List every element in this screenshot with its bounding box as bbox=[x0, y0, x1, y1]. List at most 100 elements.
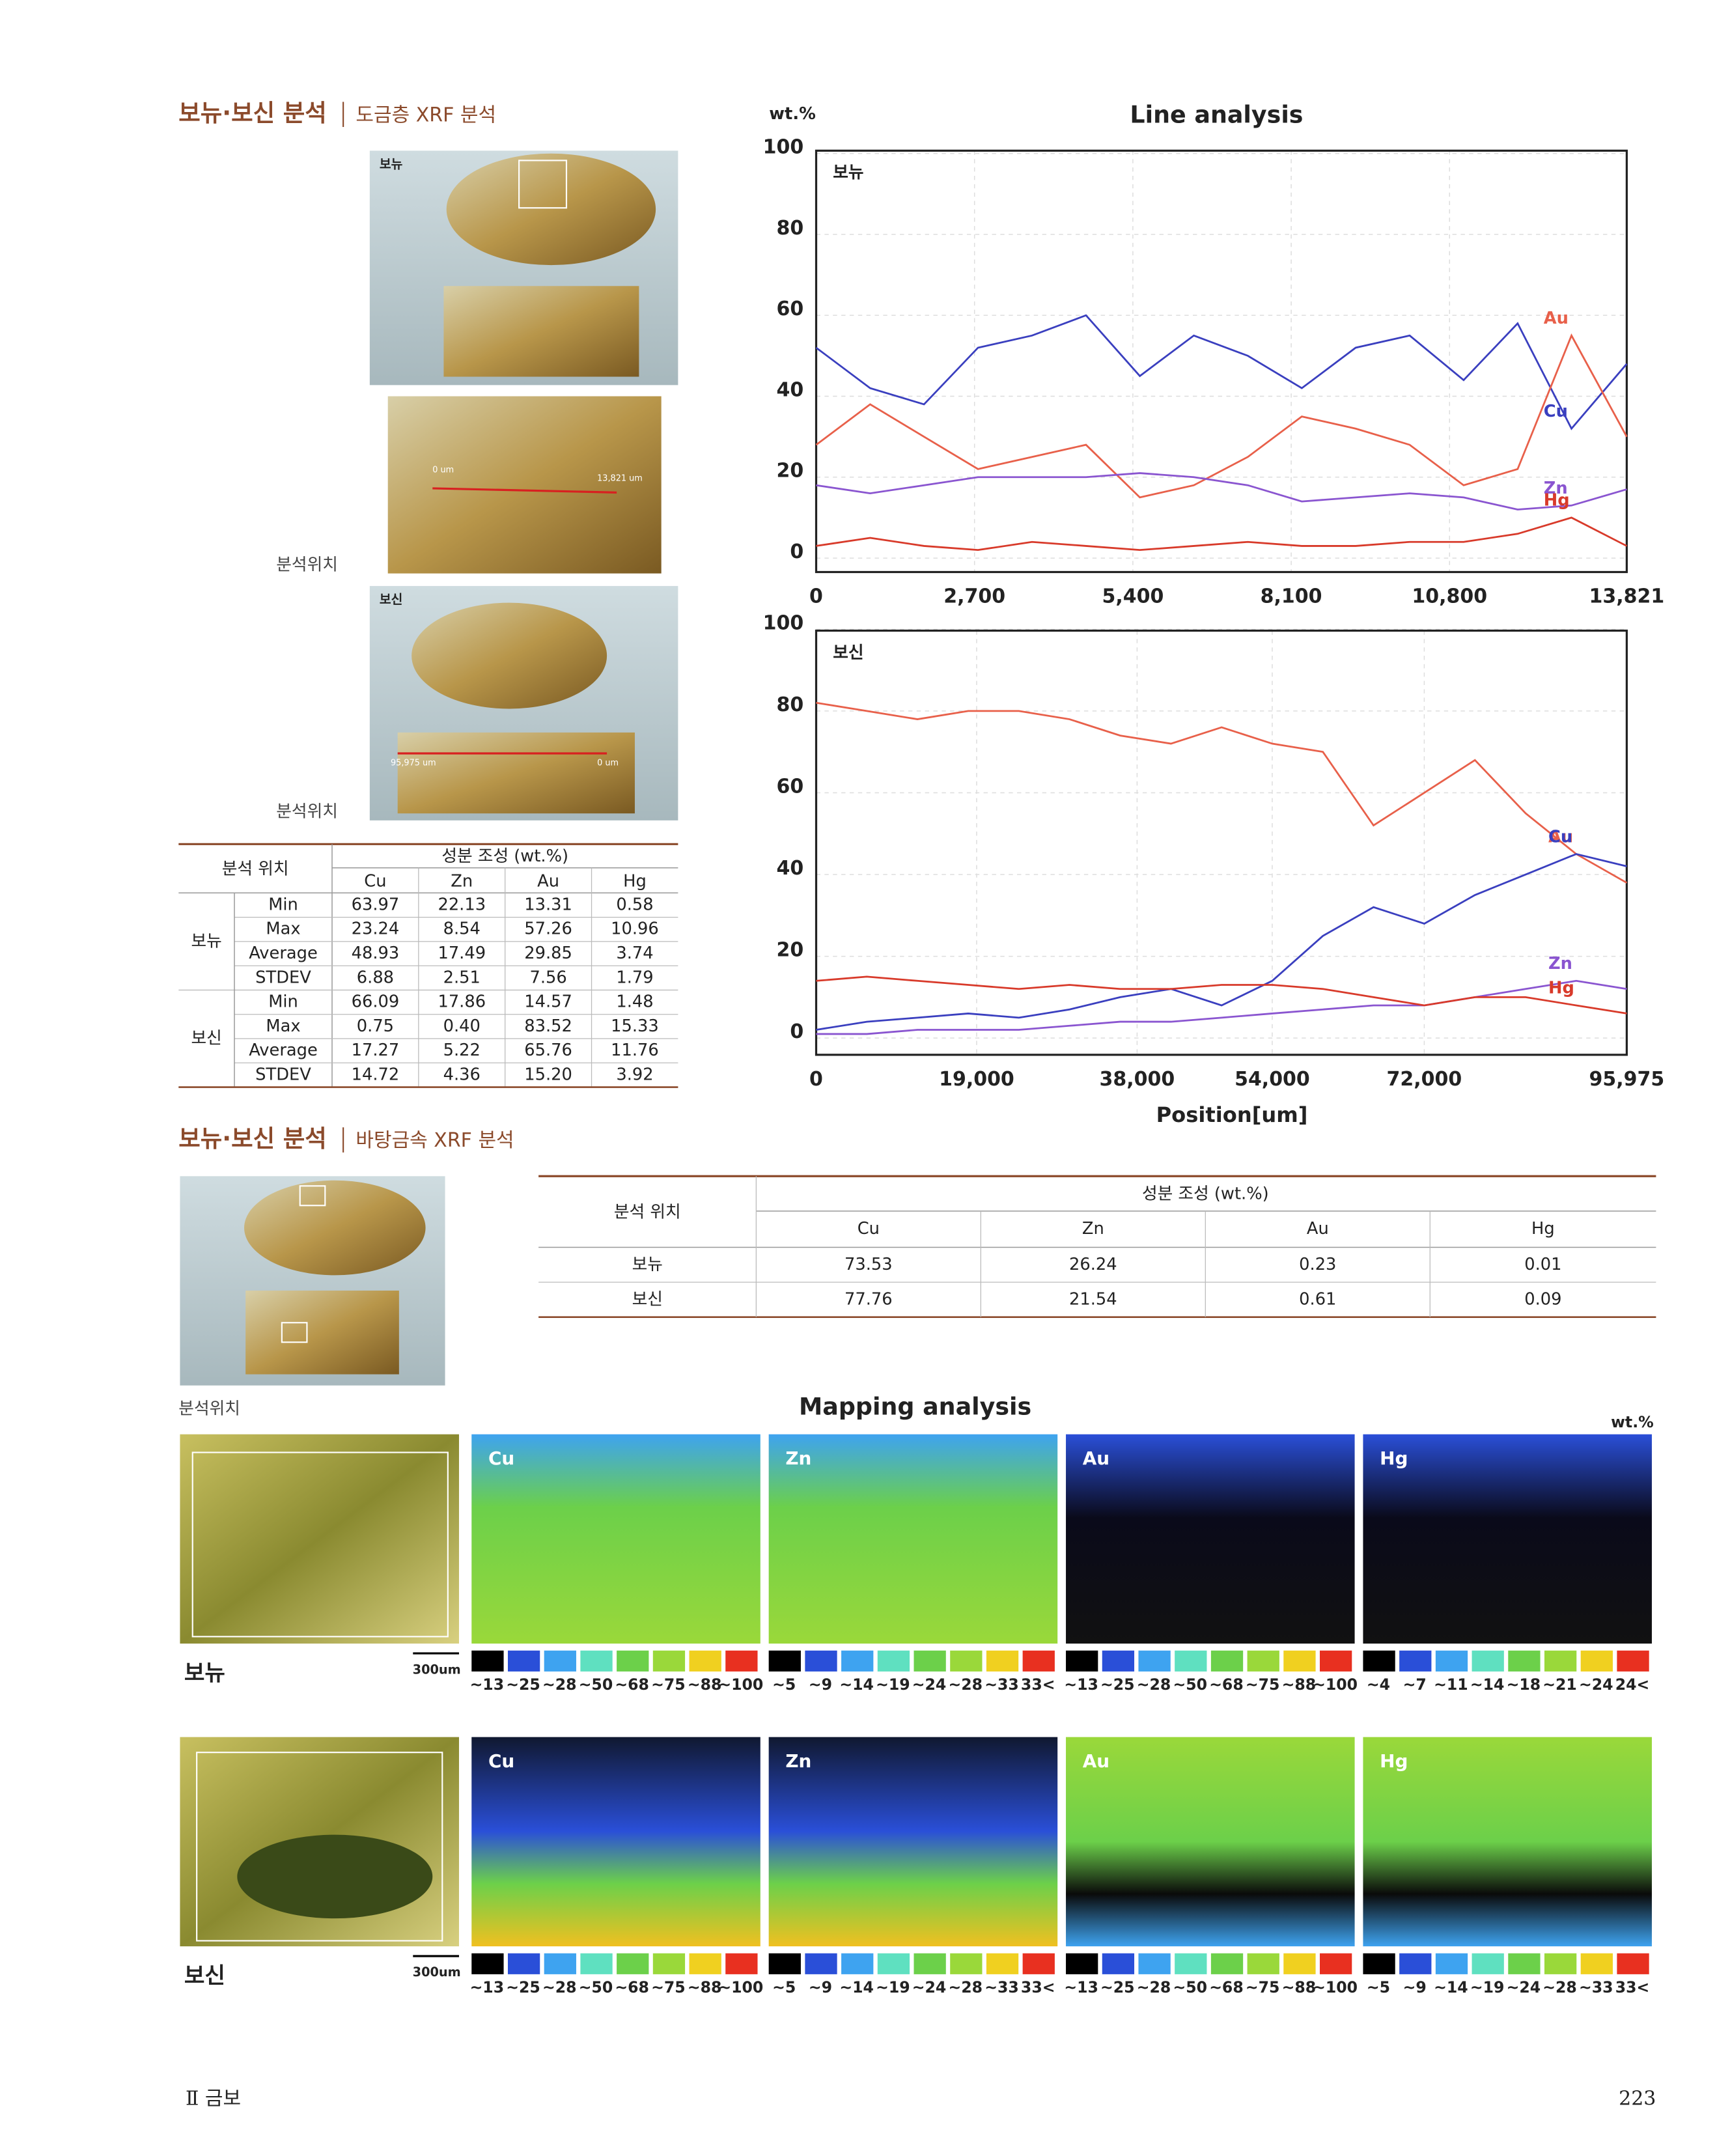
color-swatch bbox=[725, 1953, 758, 1974]
micrograph bbox=[180, 1434, 459, 1644]
color-swatch bbox=[1175, 1650, 1207, 1672]
table-cell: 17.27 bbox=[352, 1041, 400, 1060]
color-swatch bbox=[1066, 1953, 1098, 1974]
x-tick-label: 10,800 bbox=[1412, 585, 1487, 608]
y-tick-label: 100 bbox=[763, 136, 804, 159]
table-cell: 17.49 bbox=[438, 944, 486, 963]
color-swatch bbox=[652, 1953, 686, 1974]
color-swatch bbox=[986, 1953, 1019, 1974]
position-label: 분석위치 bbox=[276, 555, 338, 574]
color-swatch bbox=[877, 1650, 910, 1672]
table-header: Au bbox=[537, 872, 559, 891]
color-swatch bbox=[580, 1650, 613, 1672]
color-swatch bbox=[805, 1953, 837, 1974]
element-map bbox=[768, 1434, 1058, 1644]
chart-title: Line analysis bbox=[1130, 100, 1303, 128]
color-swatch bbox=[950, 1953, 983, 1974]
color-swatch bbox=[1066, 1650, 1098, 1672]
color-scale-label: ~100 bbox=[1313, 1675, 1358, 1694]
x-tick-label: 8,100 bbox=[1261, 585, 1322, 608]
color-scale-label: ~28 bbox=[949, 1978, 983, 1996]
color-swatch bbox=[768, 1650, 801, 1672]
section-title: 보뉴·보신 분석 bbox=[178, 99, 326, 127]
color-swatch bbox=[652, 1650, 686, 1672]
table-cell: 1.79 bbox=[616, 968, 653, 987]
color-swatch bbox=[1580, 1953, 1613, 1974]
color-scale-label: ~68 bbox=[615, 1978, 649, 1996]
color-scale-label: 33< bbox=[1021, 1978, 1055, 1996]
color-swatch bbox=[617, 1650, 649, 1672]
table-cell: 83.52 bbox=[524, 1016, 572, 1036]
color-swatch bbox=[1210, 1953, 1244, 1974]
color-swatch bbox=[1247, 1650, 1279, 1672]
color-scale-label: ~24 bbox=[1507, 1978, 1541, 1996]
color-swatch bbox=[1175, 1953, 1207, 1974]
series-label: Zn bbox=[1544, 479, 1568, 498]
element-map bbox=[1363, 1737, 1652, 1947]
table-cell: 17.86 bbox=[438, 992, 486, 1012]
table-cell: 10.96 bbox=[611, 919, 659, 939]
x-tick-label: 95,975 bbox=[1589, 1068, 1665, 1091]
section-title: 보뉴·보신 분석 bbox=[178, 1125, 326, 1153]
y-tick-label: 0 bbox=[790, 540, 803, 563]
color-swatch bbox=[617, 1953, 649, 1974]
color-scale-label: ~28 bbox=[1137, 1978, 1171, 1996]
table-header: Hg bbox=[1531, 1219, 1555, 1239]
color-swatch bbox=[1320, 1953, 1352, 1974]
x-axis-label: Position[um] bbox=[1156, 1102, 1308, 1127]
x-tick-label: 0 bbox=[809, 585, 823, 608]
table-cell: 29.85 bbox=[524, 944, 572, 963]
table-cell: 13.31 bbox=[524, 895, 572, 914]
table-cell: Max bbox=[266, 1016, 300, 1036]
color-scale-label: ~25 bbox=[506, 1675, 540, 1694]
color-scale-label: ~5 bbox=[1367, 1978, 1390, 1996]
color-swatch bbox=[1283, 1953, 1316, 1974]
color-scale-label: ~50 bbox=[1173, 1675, 1207, 1694]
table-cell: 0.61 bbox=[1299, 1289, 1336, 1309]
table-cell: 14.72 bbox=[352, 1065, 400, 1084]
color-swatch bbox=[544, 1953, 576, 1974]
color-swatch bbox=[914, 1650, 946, 1672]
table-cell: 0.40 bbox=[443, 1016, 481, 1036]
element-map bbox=[768, 1737, 1058, 1947]
color-swatch bbox=[986, 1650, 1019, 1672]
color-scale-label: ~19 bbox=[876, 1978, 910, 1996]
color-scale-label: ~24 bbox=[1579, 1675, 1613, 1694]
color-scale-label: ~13 bbox=[470, 1978, 505, 1996]
data-line bbox=[816, 516, 1628, 552]
table-cell: 7.56 bbox=[529, 968, 566, 987]
color-scale-label: 24< bbox=[1615, 1675, 1650, 1694]
map-element-label: Hg bbox=[1380, 1448, 1408, 1469]
color-scale-label: ~25 bbox=[506, 1978, 540, 1996]
table-cell: 보신 bbox=[191, 1029, 222, 1048]
color-swatch bbox=[1544, 1650, 1577, 1672]
x-tick-label: 19,000 bbox=[939, 1068, 1014, 1091]
color-swatch bbox=[1617, 1650, 1649, 1672]
table-header: Zn bbox=[1082, 1219, 1104, 1239]
color-swatch bbox=[689, 1953, 721, 1974]
series-label: Cu bbox=[1548, 827, 1572, 847]
element-map bbox=[1363, 1434, 1652, 1644]
y-tick-label: 80 bbox=[776, 693, 803, 716]
table-cell: 23.24 bbox=[352, 919, 400, 939]
table-cell: STDEV bbox=[255, 1065, 311, 1084]
color-scale-label: ~88 bbox=[688, 1978, 722, 1996]
color-swatch bbox=[1022, 1650, 1055, 1672]
photo-label: 보뉴 bbox=[380, 156, 403, 171]
color-scale-label: ~28 bbox=[1137, 1675, 1171, 1694]
photo-annotation: 0 um bbox=[432, 466, 454, 475]
color-swatch bbox=[544, 1650, 576, 1672]
x-tick-label: 54,000 bbox=[1235, 1068, 1310, 1091]
element-map bbox=[471, 1737, 760, 1947]
data-line bbox=[815, 314, 1628, 430]
color-swatch bbox=[914, 1953, 946, 1974]
table-cell: 22.13 bbox=[438, 895, 486, 914]
series-label: Au bbox=[1544, 309, 1569, 328]
color-swatch bbox=[1399, 1953, 1432, 1974]
x-tick-label: 2,700 bbox=[943, 585, 1005, 608]
color-scale-label: ~50 bbox=[579, 1978, 613, 1996]
element-map bbox=[1066, 1434, 1355, 1644]
photo-annotation: 13,821 um bbox=[597, 473, 643, 483]
color-scale-label: ~14 bbox=[1434, 1978, 1468, 1996]
table-cell: Max bbox=[266, 919, 300, 939]
